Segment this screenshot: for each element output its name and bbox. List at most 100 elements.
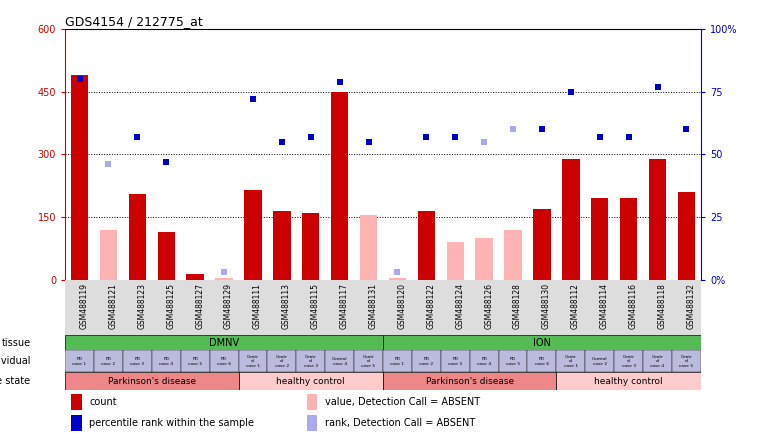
- Bar: [412, 350, 440, 373]
- Text: PD
case 2: PD case 2: [419, 357, 434, 365]
- Bar: [306, 394, 317, 410]
- Bar: [306, 416, 317, 432]
- Text: PD
case 2: PD case 2: [101, 357, 116, 365]
- Text: Contr
ol
case 5: Contr ol case 5: [679, 355, 693, 368]
- Text: PD
case 3: PD case 3: [130, 357, 145, 365]
- Text: PD
case 5: PD case 5: [188, 357, 202, 365]
- Bar: [470, 350, 499, 373]
- Bar: [417, 211, 435, 280]
- Text: PD
case 6: PD case 6: [217, 357, 231, 365]
- Bar: [152, 350, 181, 373]
- Bar: [499, 350, 528, 373]
- Text: PD
case 4: PD case 4: [477, 357, 491, 365]
- Text: PD
case 3: PD case 3: [448, 357, 463, 365]
- Bar: [158, 232, 175, 280]
- Text: Control
case 2: Control case 2: [592, 357, 607, 365]
- Text: PD
case 1: PD case 1: [73, 357, 87, 365]
- Text: GSM488131: GSM488131: [368, 283, 378, 329]
- Text: GSM488123: GSM488123: [137, 283, 146, 329]
- Text: GSM488116: GSM488116: [629, 283, 637, 329]
- Bar: [383, 335, 701, 350]
- Bar: [643, 350, 672, 373]
- Text: Contr
ol
case 1: Contr ol case 1: [246, 355, 260, 368]
- Text: healthy control: healthy control: [594, 377, 663, 386]
- Text: GSM488113: GSM488113: [282, 283, 291, 329]
- Text: GSM488124: GSM488124: [455, 283, 464, 329]
- Bar: [129, 194, 146, 280]
- Text: GSM488119: GSM488119: [80, 283, 89, 329]
- Bar: [65, 335, 383, 350]
- Bar: [326, 350, 354, 373]
- Text: GSM488120: GSM488120: [398, 283, 407, 329]
- Bar: [585, 350, 614, 373]
- Bar: [360, 215, 377, 280]
- Text: healthy control: healthy control: [277, 377, 345, 386]
- Text: GSM488127: GSM488127: [195, 283, 205, 329]
- Bar: [672, 350, 701, 373]
- Text: GSM488122: GSM488122: [427, 283, 435, 329]
- Bar: [556, 350, 585, 373]
- Bar: [65, 350, 94, 373]
- Bar: [383, 350, 412, 373]
- Bar: [556, 373, 701, 391]
- Bar: [296, 350, 326, 373]
- Bar: [649, 159, 666, 280]
- Bar: [244, 190, 262, 280]
- Text: disease state: disease state: [0, 377, 31, 386]
- Bar: [65, 373, 238, 391]
- Bar: [389, 278, 406, 280]
- Bar: [440, 350, 470, 373]
- Bar: [528, 350, 556, 373]
- Text: GSM488132: GSM488132: [686, 283, 696, 329]
- Text: GSM488121: GSM488121: [109, 283, 117, 329]
- Bar: [123, 350, 152, 373]
- Text: PD
case 5: PD case 5: [506, 357, 520, 365]
- Text: DMNV: DMNV: [209, 338, 239, 348]
- Bar: [504, 230, 522, 280]
- Text: value, Detection Call = ABSENT: value, Detection Call = ABSENT: [325, 397, 480, 407]
- Bar: [354, 350, 383, 373]
- Bar: [71, 416, 82, 432]
- Bar: [100, 230, 117, 280]
- Text: GSM488129: GSM488129: [224, 283, 233, 329]
- Text: GSM488114: GSM488114: [600, 283, 609, 329]
- Bar: [678, 192, 695, 280]
- Text: Contr
ol
case 5: Contr ol case 5: [362, 355, 375, 368]
- Bar: [620, 198, 637, 280]
- Text: GSM488112: GSM488112: [571, 283, 580, 329]
- Bar: [476, 238, 493, 280]
- Text: Contr
ol
case 3: Contr ol case 3: [303, 355, 318, 368]
- Bar: [210, 350, 238, 373]
- Text: rank, Detection Call = ABSENT: rank, Detection Call = ABSENT: [325, 418, 475, 428]
- Text: Contr
ol
case 3: Contr ol case 3: [621, 355, 636, 368]
- Bar: [215, 278, 233, 280]
- Bar: [273, 211, 290, 280]
- Text: GSM488125: GSM488125: [166, 283, 175, 329]
- Bar: [302, 213, 319, 280]
- Text: Contr
ol
case 1: Contr ol case 1: [564, 355, 578, 368]
- Bar: [267, 350, 296, 373]
- Text: PD
case 4: PD case 4: [159, 357, 173, 365]
- Text: individual: individual: [0, 357, 31, 366]
- Bar: [94, 350, 123, 373]
- Text: GSM488115: GSM488115: [311, 283, 319, 329]
- Bar: [186, 274, 204, 280]
- Bar: [238, 373, 383, 391]
- Bar: [591, 198, 608, 280]
- Text: PD
case 1: PD case 1: [391, 357, 404, 365]
- Bar: [383, 373, 556, 391]
- Text: GSM488111: GSM488111: [253, 283, 262, 329]
- Text: count: count: [90, 397, 117, 407]
- Text: GDS4154 / 212775_at: GDS4154 / 212775_at: [65, 15, 203, 28]
- Bar: [238, 350, 267, 373]
- Bar: [71, 75, 88, 280]
- Bar: [614, 350, 643, 373]
- Text: tissue: tissue: [2, 338, 31, 348]
- Text: GSM488117: GSM488117: [339, 283, 349, 329]
- Text: ION: ION: [533, 338, 551, 348]
- Text: percentile rank within the sample: percentile rank within the sample: [90, 418, 254, 428]
- Text: GSM488118: GSM488118: [657, 283, 666, 329]
- Bar: [181, 350, 210, 373]
- Text: GSM488130: GSM488130: [542, 283, 551, 329]
- Text: Contr
ol
case 4: Contr ol case 4: [650, 355, 665, 368]
